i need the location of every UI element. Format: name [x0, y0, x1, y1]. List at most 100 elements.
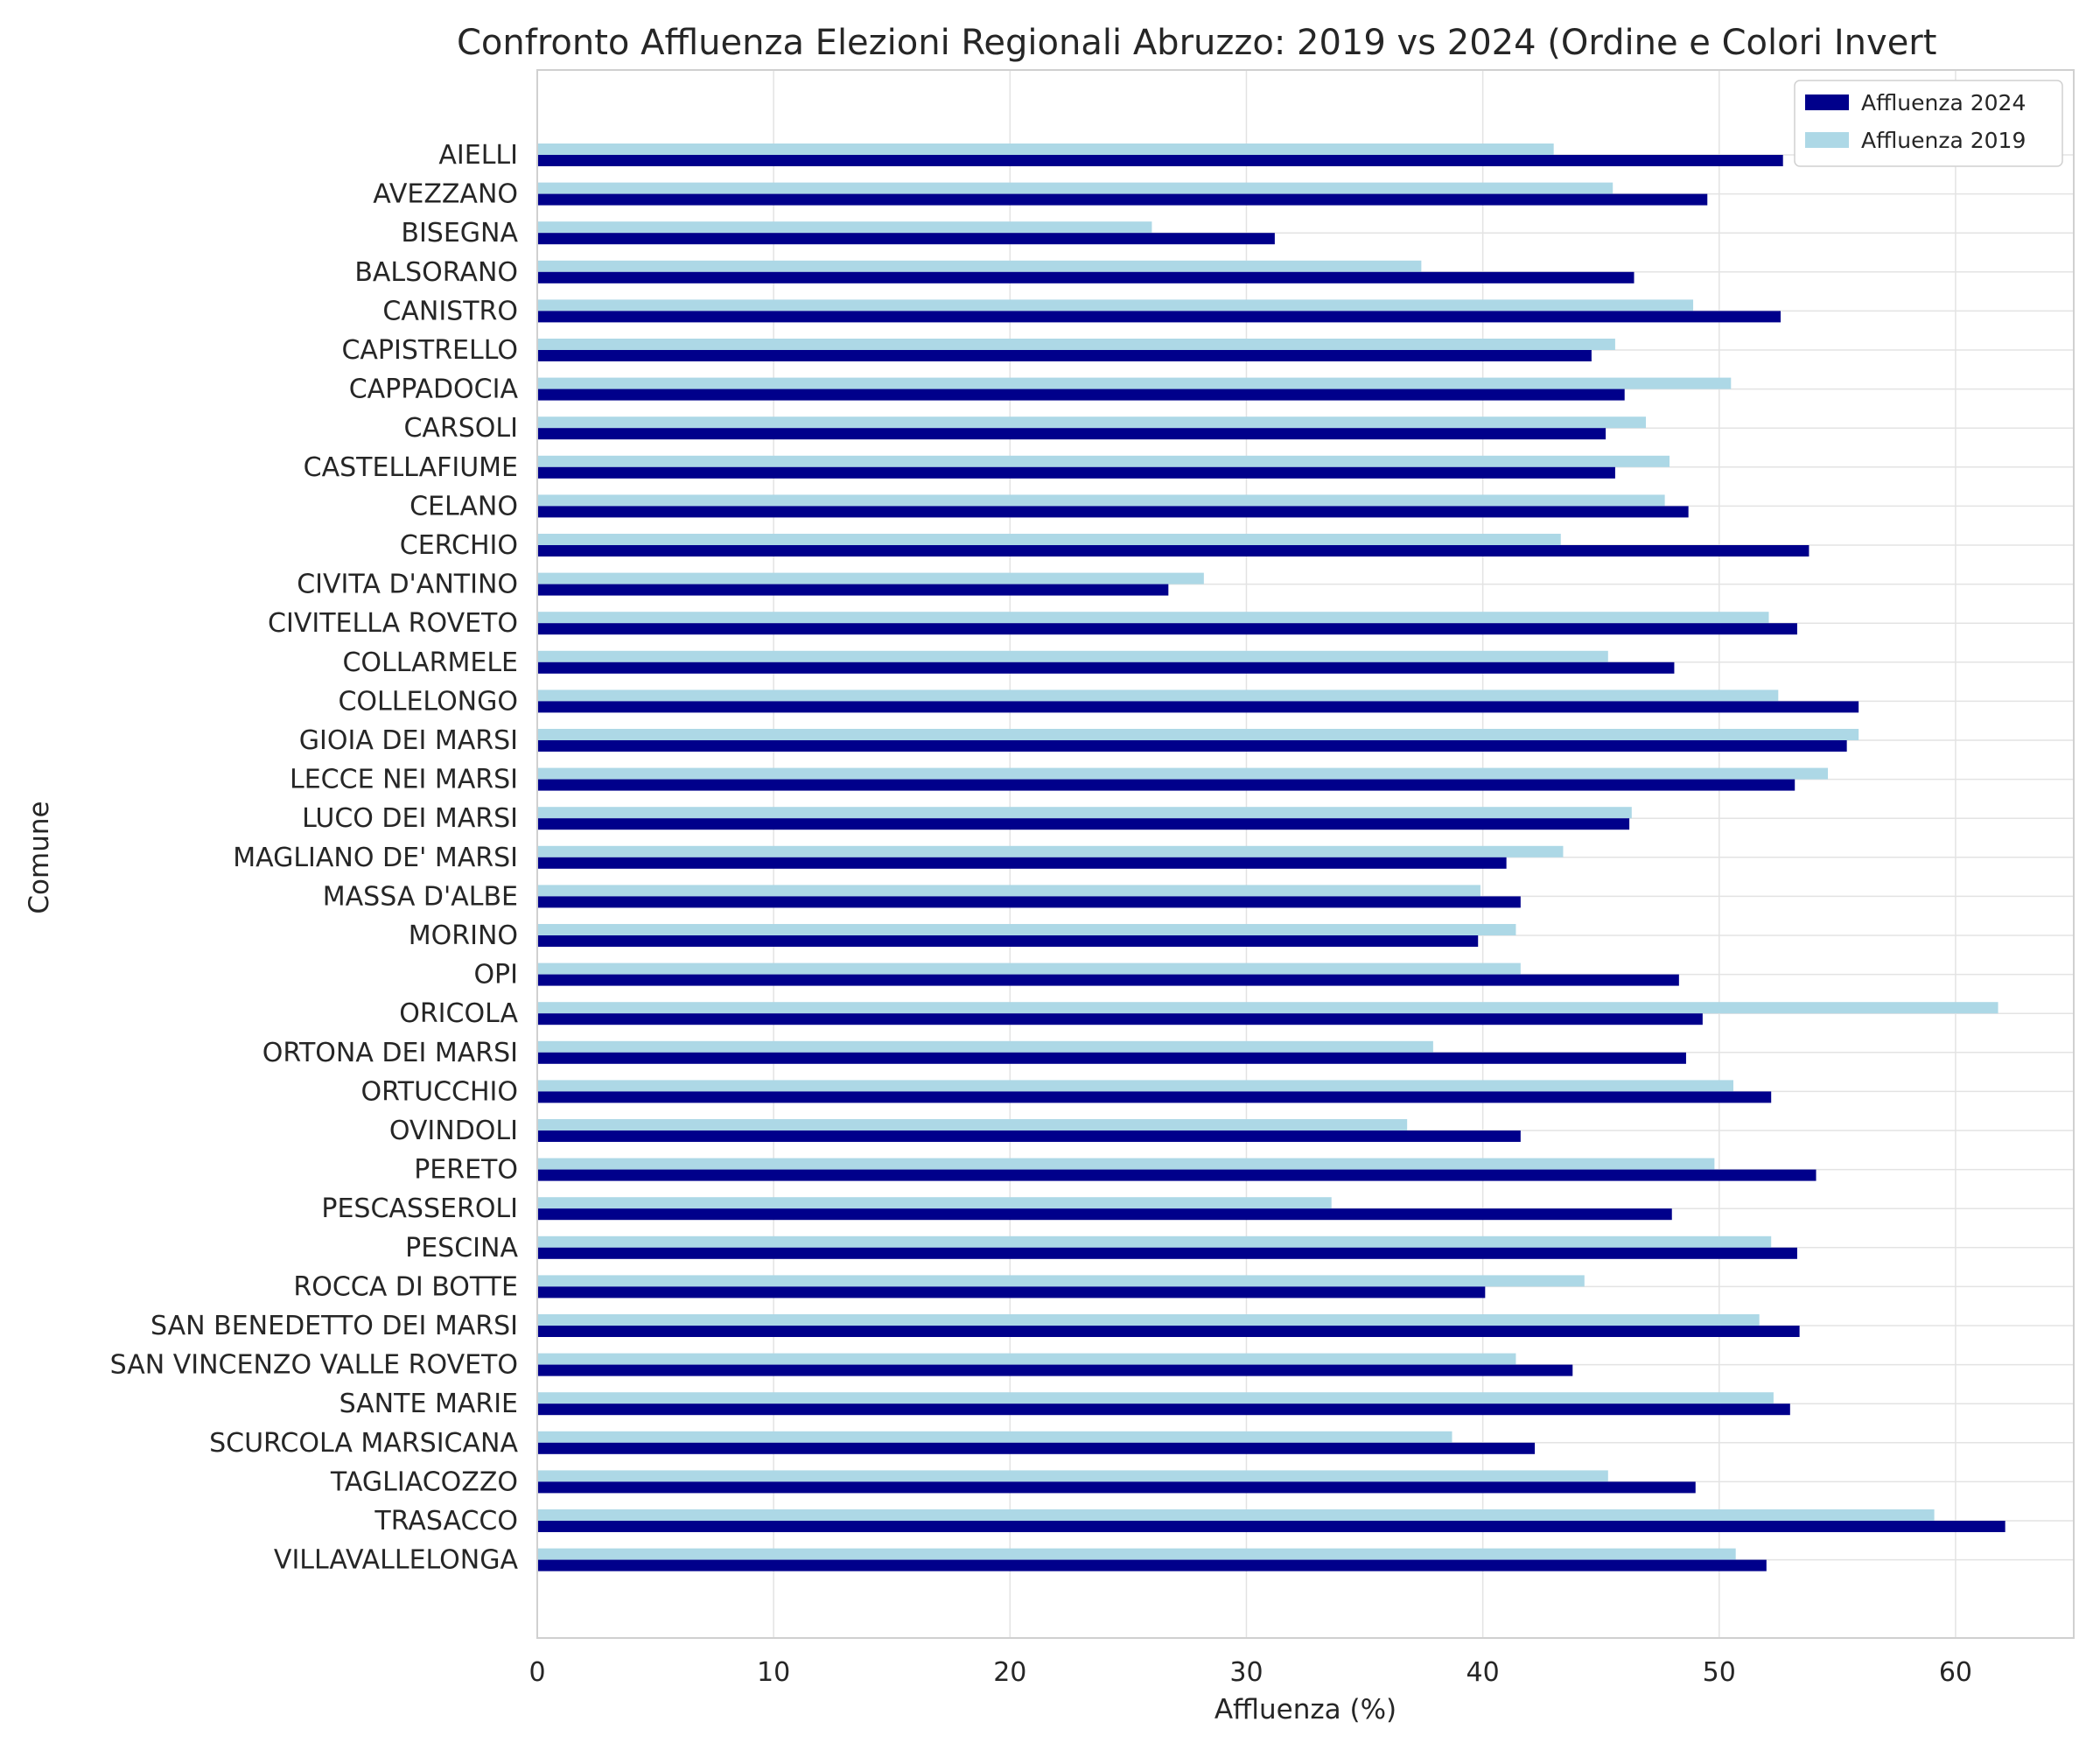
bar-2019 [537, 1040, 1433, 1053]
category-label: ORTONA DEI MARSI [262, 1038, 518, 1068]
category-label: SAN BENEDETTO DEI MARSI [150, 1311, 518, 1341]
category-label: VILLAVALLELONGA [274, 1545, 519, 1576]
bar-2019 [537, 182, 1614, 194]
category-label: AIELLI [438, 140, 518, 171]
category-label: BALSORANO [354, 257, 518, 288]
category-labels: AIELLI AVEZZANO BISEGNA BALSORANO CANISTRO CA… [110, 140, 519, 1576]
category-label: ORICOLA [399, 998, 518, 1029]
category-label: MORINO [409, 920, 518, 951]
category-label: SCURCOLA MARSICANA [209, 1428, 518, 1459]
bar-2024 [537, 1521, 2006, 1532]
bar-2024 [537, 584, 1169, 596]
bar-2024 [537, 1013, 1703, 1026]
bar-2024 [537, 1326, 1800, 1337]
bar-2024 [537, 857, 1507, 869]
bar-2019 [537, 1236, 1772, 1248]
category-label: COLLARMELE [342, 648, 518, 678]
bar-2024 [537, 155, 1783, 166]
bar-2024 [537, 1481, 1696, 1494]
bars [537, 144, 2006, 1572]
category-label: AVEZZANO [373, 179, 518, 210]
legend-swatch-2024 [1805, 94, 1849, 110]
bar-2024 [537, 896, 1521, 908]
x-tick-label: 0 [528, 1657, 545, 1688]
bar-2024 [537, 740, 1847, 752]
category-label: CARSOLI [403, 413, 518, 444]
category-label: TAGLIACOZZO [330, 1466, 518, 1497]
bar-2019 [537, 1119, 1408, 1130]
category-label: BISEGNA [401, 218, 518, 248]
category-label: CAPISTRELLO [341, 335, 518, 366]
bar-2019 [537, 455, 1670, 467]
bar-2024 [537, 311, 1782, 323]
bar-2024 [537, 623, 1797, 635]
bar-2019 [537, 729, 1859, 740]
bar-2019 [537, 1548, 1736, 1560]
bar-2019 [537, 612, 1769, 624]
bar-2024 [537, 1091, 1772, 1103]
x-tick-label: 40 [1466, 1657, 1500, 1688]
category-label: ORTUCCHIO [361, 1076, 518, 1107]
bar-2019 [537, 339, 1615, 350]
category-label: GIOIA DEI MARSI [299, 725, 518, 756]
bar-2019 [537, 377, 1732, 389]
bar-2019 [537, 1353, 1516, 1365]
bar-2019 [537, 690, 1779, 702]
bar-2019 [537, 962, 1521, 975]
x-tick-label: 30 [1229, 1657, 1263, 1688]
bar-2019 [537, 1314, 1760, 1326]
bar-2019 [537, 650, 1608, 662]
category-label: ROCCA DI BOTTE [293, 1271, 518, 1302]
legend-swatch-2019 [1805, 132, 1849, 148]
bar-2024 [537, 233, 1275, 245]
category-label: MASSA D'ALBE [323, 881, 518, 912]
bar-2019 [537, 1470, 1608, 1482]
bar-2024 [537, 662, 1675, 674]
bar-2019 [537, 924, 1516, 935]
bar-2024 [537, 1442, 1536, 1454]
bar-2024 [537, 428, 1606, 440]
bar-2024 [537, 506, 1689, 518]
category-label: CASTELLAFIUME [304, 452, 518, 483]
bar-2019 [537, 260, 1422, 272]
bar-2019 [537, 885, 1480, 897]
bar-2019 [537, 807, 1632, 819]
bar-2019 [537, 221, 1152, 234]
y-axis-label: Comune [24, 801, 55, 914]
bar-2019 [537, 1158, 1715, 1170]
bar-2019 [537, 572, 1204, 584]
bar-2024 [537, 818, 1630, 830]
x-tick-label: 20 [993, 1657, 1026, 1688]
x-axis-label: Affluenza (%) [1214, 1694, 1396, 1726]
bar-2024 [537, 1169, 1816, 1181]
bar-2019 [537, 1392, 1774, 1404]
category-label: SANTE MARIE [340, 1389, 518, 1419]
category-label: CANISTRO [382, 296, 518, 326]
legend-label-2019: Affluenza 2019 [1861, 128, 2026, 153]
bar-2019 [537, 1509, 1935, 1521]
category-label: OPI [473, 960, 518, 990]
bar-2019 [537, 767, 1829, 780]
bar-2019 [537, 416, 1647, 429]
bar-2024 [537, 1286, 1486, 1298]
bar-2019 [537, 845, 1564, 858]
category-label: COLLELONGO [338, 686, 518, 717]
bar-2019 [537, 144, 1554, 155]
bar-2024 [537, 779, 1796, 791]
category-label: CIVITA D'ANTINO [297, 570, 518, 600]
category-label: SAN VINCENZO VALLE ROVETO [110, 1350, 518, 1381]
category-label: LECCE NEI MARSI [290, 765, 518, 795]
bar-2019 [537, 299, 1694, 312]
category-label: CELANO [410, 491, 518, 522]
legend-box [1794, 80, 2063, 167]
bar-2024 [537, 388, 1625, 401]
x-tick-label: 10 [757, 1657, 790, 1688]
bar-2024 [537, 935, 1479, 947]
category-label: LUCO DEI MARSI [302, 803, 518, 834]
x-tick-labels: 0 10 20 30 40 50 60 [528, 1657, 1972, 1688]
chart-title: Confronto Affluenza Elezioni Regionali A… [457, 23, 1936, 63]
category-label: CIVITELLA ROVETO [268, 608, 518, 639]
bar-2024 [537, 1247, 1797, 1259]
bar-2024 [537, 193, 1708, 206]
bar-2019 [537, 1080, 1733, 1092]
